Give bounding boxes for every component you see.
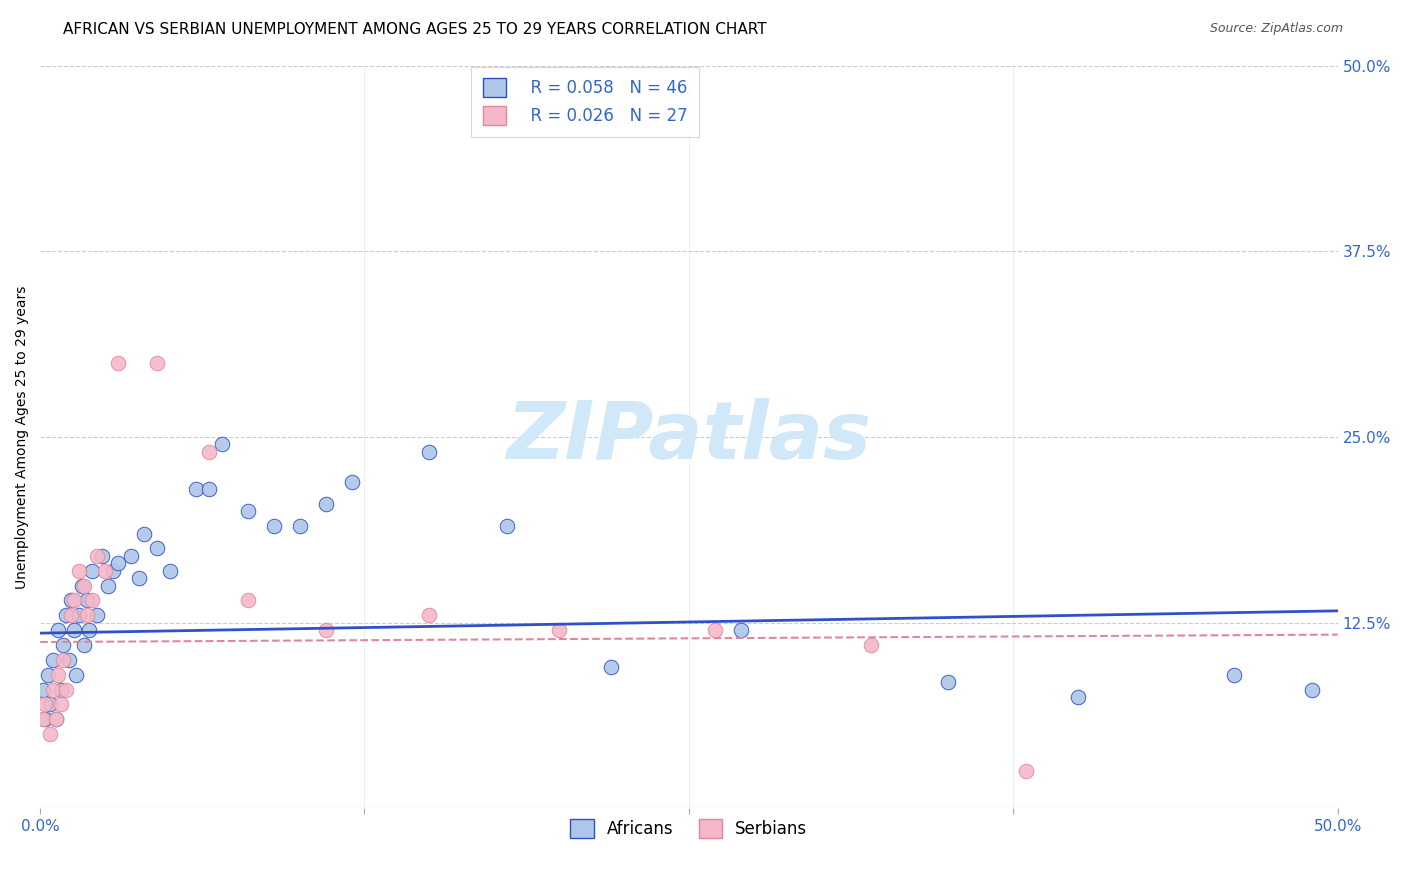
Point bbox=[52, 638, 75, 652]
Point bbox=[146, 541, 169, 556]
Point bbox=[55, 682, 77, 697]
Point bbox=[236, 504, 259, 518]
Point bbox=[496, 519, 519, 533]
Point bbox=[107, 557, 129, 571]
Point bbox=[1015, 764, 1038, 779]
Point bbox=[67, 564, 90, 578]
Point bbox=[859, 638, 882, 652]
Point bbox=[79, 623, 101, 637]
Point bbox=[34, 712, 56, 726]
Point bbox=[548, 623, 571, 637]
Point bbox=[146, 356, 169, 370]
Point bbox=[288, 519, 311, 533]
Point bbox=[418, 608, 440, 623]
Point bbox=[938, 675, 960, 690]
Point bbox=[76, 593, 98, 607]
Point bbox=[80, 593, 103, 607]
Point bbox=[80, 564, 103, 578]
Point bbox=[703, 623, 725, 637]
Point bbox=[73, 578, 96, 592]
Point bbox=[52, 653, 75, 667]
Point bbox=[86, 549, 108, 563]
Point bbox=[340, 475, 363, 489]
Point bbox=[730, 623, 752, 637]
Point bbox=[63, 593, 86, 607]
Point bbox=[45, 712, 67, 726]
Point bbox=[159, 564, 181, 578]
Point bbox=[315, 623, 337, 637]
Point bbox=[101, 564, 124, 578]
Point bbox=[236, 593, 259, 607]
Point bbox=[94, 564, 117, 578]
Point bbox=[60, 593, 83, 607]
Point bbox=[315, 497, 337, 511]
Legend: Africans, Serbians: Africans, Serbians bbox=[564, 812, 814, 845]
Point bbox=[67, 608, 90, 623]
Point bbox=[91, 549, 114, 563]
Point bbox=[46, 623, 69, 637]
Text: ZIPatlas: ZIPatlas bbox=[506, 398, 872, 476]
Point bbox=[128, 571, 150, 585]
Point bbox=[120, 549, 142, 563]
Point bbox=[1301, 682, 1323, 697]
Point bbox=[70, 578, 93, 592]
Point bbox=[37, 667, 59, 681]
Point bbox=[107, 356, 129, 370]
Point bbox=[31, 712, 53, 726]
Point bbox=[197, 445, 219, 459]
Point bbox=[49, 698, 72, 712]
Y-axis label: Unemployment Among Ages 25 to 29 years: Unemployment Among Ages 25 to 29 years bbox=[15, 285, 30, 589]
Point bbox=[184, 482, 207, 496]
Text: AFRICAN VS SERBIAN UNEMPLOYMENT AMONG AGES 25 TO 29 YEARS CORRELATION CHART: AFRICAN VS SERBIAN UNEMPLOYMENT AMONG AG… bbox=[63, 22, 766, 37]
Point bbox=[34, 698, 56, 712]
Point bbox=[1223, 667, 1246, 681]
Point bbox=[31, 682, 53, 697]
Point bbox=[418, 445, 440, 459]
Point bbox=[197, 482, 219, 496]
Point bbox=[76, 608, 98, 623]
Point bbox=[55, 608, 77, 623]
Point bbox=[1067, 690, 1090, 704]
Point bbox=[42, 682, 65, 697]
Point bbox=[73, 638, 96, 652]
Point bbox=[211, 437, 233, 451]
Point bbox=[49, 682, 72, 697]
Point bbox=[132, 526, 155, 541]
Point bbox=[42, 653, 65, 667]
Point bbox=[86, 608, 108, 623]
Point bbox=[263, 519, 285, 533]
Point bbox=[63, 623, 86, 637]
Point bbox=[58, 653, 80, 667]
Point bbox=[600, 660, 623, 674]
Text: Source: ZipAtlas.com: Source: ZipAtlas.com bbox=[1209, 22, 1343, 36]
Point bbox=[60, 608, 83, 623]
Point bbox=[65, 667, 87, 681]
Point bbox=[45, 712, 67, 726]
Point bbox=[39, 727, 62, 741]
Point bbox=[39, 698, 62, 712]
Point bbox=[46, 667, 69, 681]
Point bbox=[97, 578, 120, 592]
